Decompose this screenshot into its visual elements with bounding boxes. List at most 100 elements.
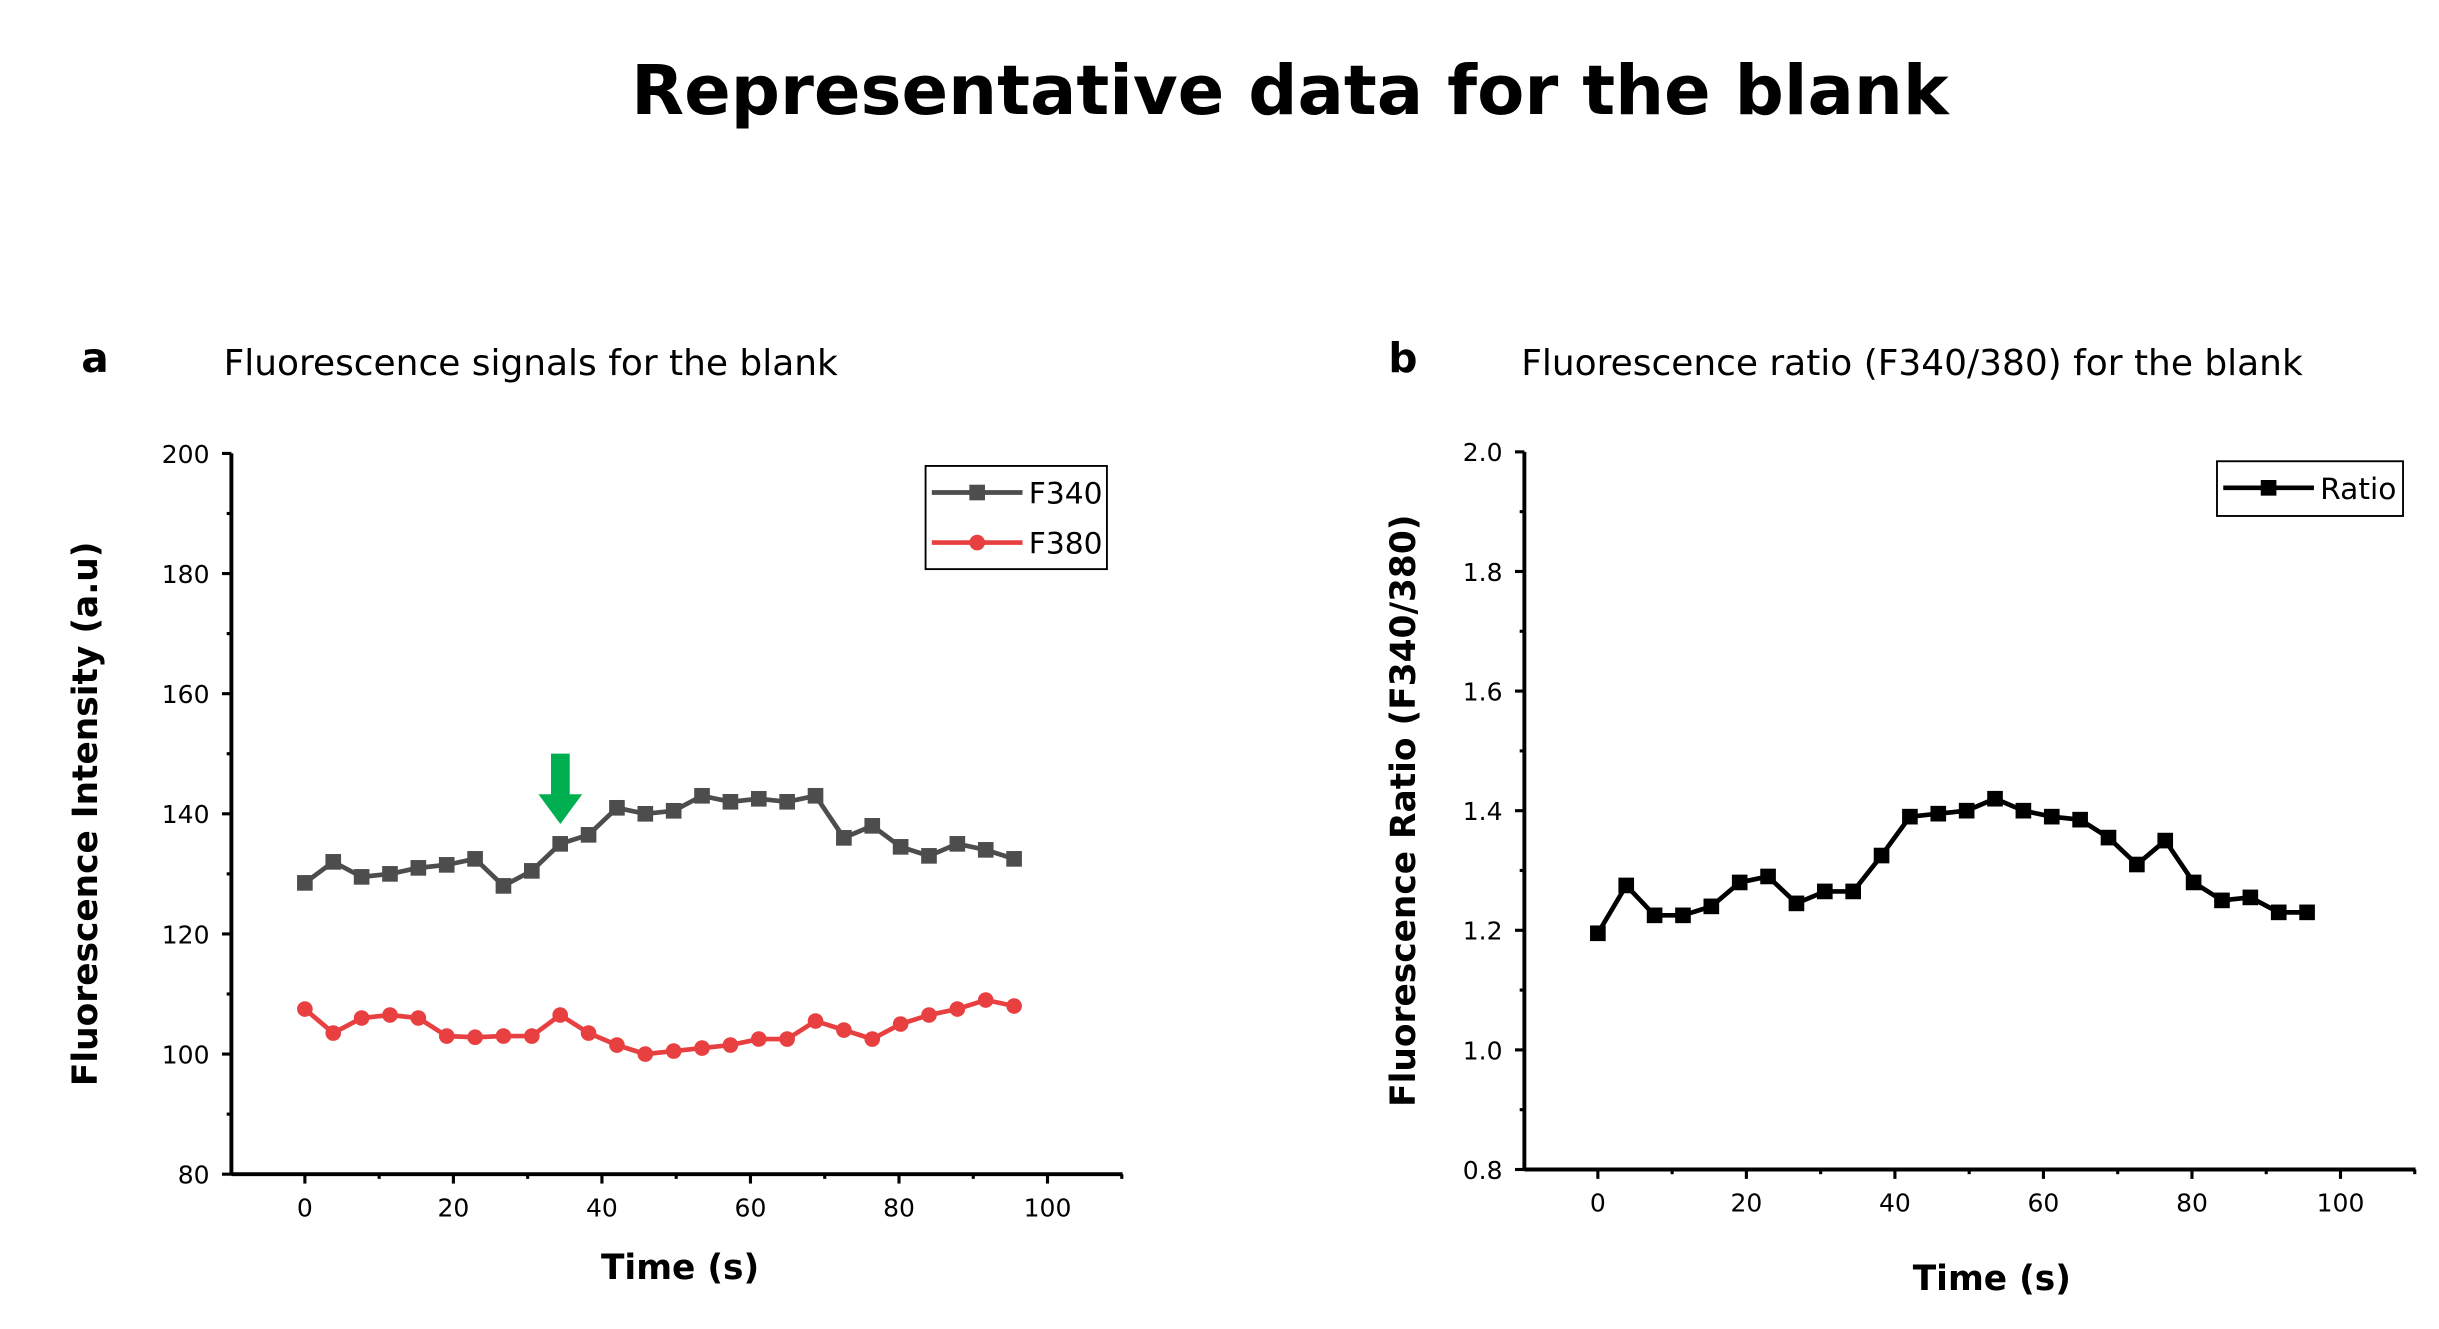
y-tick-label: 1.6 bbox=[1463, 677, 1503, 706]
data-point bbox=[467, 1029, 483, 1046]
series-ratio bbox=[1590, 790, 2315, 942]
data-point bbox=[1902, 808, 1918, 825]
data-point bbox=[1646, 907, 1663, 924]
data-point bbox=[325, 854, 342, 870]
data-point bbox=[382, 1007, 398, 1023]
data-point bbox=[921, 848, 937, 864]
data-point bbox=[892, 839, 909, 855]
x-tick-label: 100 bbox=[1024, 1193, 1072, 1222]
data-point bbox=[1006, 851, 1022, 867]
data-point bbox=[1618, 877, 1635, 894]
data-point bbox=[410, 860, 427, 876]
data-point bbox=[2270, 904, 2287, 921]
data-point bbox=[495, 878, 512, 894]
data-point bbox=[1703, 898, 1720, 915]
data-point bbox=[2015, 802, 2032, 819]
y-tick-label: 100 bbox=[162, 1040, 210, 1069]
x-tick-label: 40 bbox=[586, 1193, 618, 1222]
data-point bbox=[949, 836, 966, 852]
data-point bbox=[2100, 829, 2117, 846]
data-point bbox=[580, 827, 597, 843]
data-point bbox=[552, 1007, 569, 1023]
data-point bbox=[864, 1031, 881, 1047]
chart-title: Fluorescence ratio (F340/380) for the bl… bbox=[1521, 343, 2303, 384]
data-point bbox=[722, 1037, 739, 1053]
data-point bbox=[977, 992, 994, 1008]
data-point bbox=[1760, 868, 1776, 885]
legend-entry-f380: F380 bbox=[931, 526, 1103, 561]
x-tick-label: 80 bbox=[2176, 1189, 2208, 1218]
data-point bbox=[2242, 889, 2259, 906]
data-point bbox=[1987, 790, 2003, 807]
y-tick-label: 200 bbox=[162, 440, 210, 469]
data-point bbox=[2299, 904, 2315, 921]
data-point bbox=[637, 1046, 654, 1062]
data-point bbox=[694, 1040, 710, 1056]
legend-box bbox=[924, 465, 1108, 571]
y-tick-label: 2.0 bbox=[1463, 438, 1503, 467]
x-tick-label: 20 bbox=[1730, 1189, 1762, 1218]
x-tick-label: 0 bbox=[1590, 1189, 1606, 1218]
y-tick-label: 1.0 bbox=[1463, 1036, 1503, 1065]
y-tick-label: 180 bbox=[162, 560, 210, 589]
data-point bbox=[297, 1001, 313, 1017]
data-point bbox=[1006, 998, 1022, 1014]
data-point bbox=[807, 787, 824, 804]
x-tick-label: 40 bbox=[1879, 1189, 1911, 1218]
data-point bbox=[694, 787, 710, 804]
x-tick-label: 60 bbox=[735, 1193, 767, 1222]
data-point bbox=[836, 830, 852, 846]
data-point bbox=[1958, 802, 1975, 819]
chart-title: Fluorescence signals for the blank bbox=[224, 343, 838, 384]
data-point bbox=[467, 851, 483, 867]
legend-marker bbox=[969, 484, 985, 501]
data-point bbox=[325, 1025, 342, 1041]
x-tick-label: 20 bbox=[437, 1193, 469, 1222]
y-tick-label: 160 bbox=[162, 680, 210, 709]
data-point bbox=[495, 1028, 512, 1044]
legend-entry-ratio: Ratio bbox=[2223, 472, 2396, 507]
data-point bbox=[524, 1028, 540, 1044]
legend-marker bbox=[969, 534, 985, 551]
data-point bbox=[353, 1010, 370, 1026]
data-point bbox=[637, 805, 654, 822]
x-tick-label: 0 bbox=[297, 1193, 313, 1222]
data-point bbox=[2157, 832, 2174, 849]
data-point bbox=[353, 869, 370, 885]
data-point bbox=[1788, 895, 1805, 912]
data-point bbox=[921, 1007, 937, 1023]
y-tick-label: 1.2 bbox=[1463, 917, 1503, 946]
data-point bbox=[2214, 892, 2230, 909]
data-point bbox=[609, 799, 625, 816]
data-point bbox=[750, 1031, 767, 1047]
data-point bbox=[1731, 874, 1748, 891]
panel-label: a bbox=[81, 334, 108, 382]
data-point bbox=[977, 842, 994, 858]
legend-label: F380 bbox=[1029, 526, 1103, 561]
x-tick-label: 60 bbox=[2028, 1189, 2060, 1218]
data-point bbox=[382, 866, 398, 882]
data-point bbox=[665, 802, 682, 819]
series-f340 bbox=[297, 787, 1022, 894]
data-point bbox=[722, 793, 739, 810]
data-point bbox=[609, 1037, 625, 1053]
y-axis-label: Fluorescence Ratio (F340/380) bbox=[1384, 515, 1424, 1107]
series-f380 bbox=[297, 992, 1022, 1062]
data-point bbox=[1845, 883, 1861, 900]
data-point bbox=[2072, 811, 2088, 828]
data-point bbox=[1816, 883, 1833, 900]
data-point bbox=[2129, 856, 2145, 873]
y-tick-label: 1.4 bbox=[1463, 797, 1503, 826]
x-tick-label: 100 bbox=[2317, 1189, 2365, 1218]
legend-entry-f340: F340 bbox=[931, 476, 1103, 511]
data-point bbox=[665, 1043, 682, 1059]
data-point bbox=[836, 1022, 852, 1038]
data-point bbox=[949, 1001, 966, 1017]
data-point bbox=[2043, 808, 2060, 825]
panel-label: b bbox=[1388, 334, 1417, 382]
data-point bbox=[580, 1025, 597, 1041]
data-point bbox=[552, 836, 569, 852]
data-point bbox=[1930, 805, 1947, 822]
y-tick-label: 140 bbox=[162, 800, 210, 829]
